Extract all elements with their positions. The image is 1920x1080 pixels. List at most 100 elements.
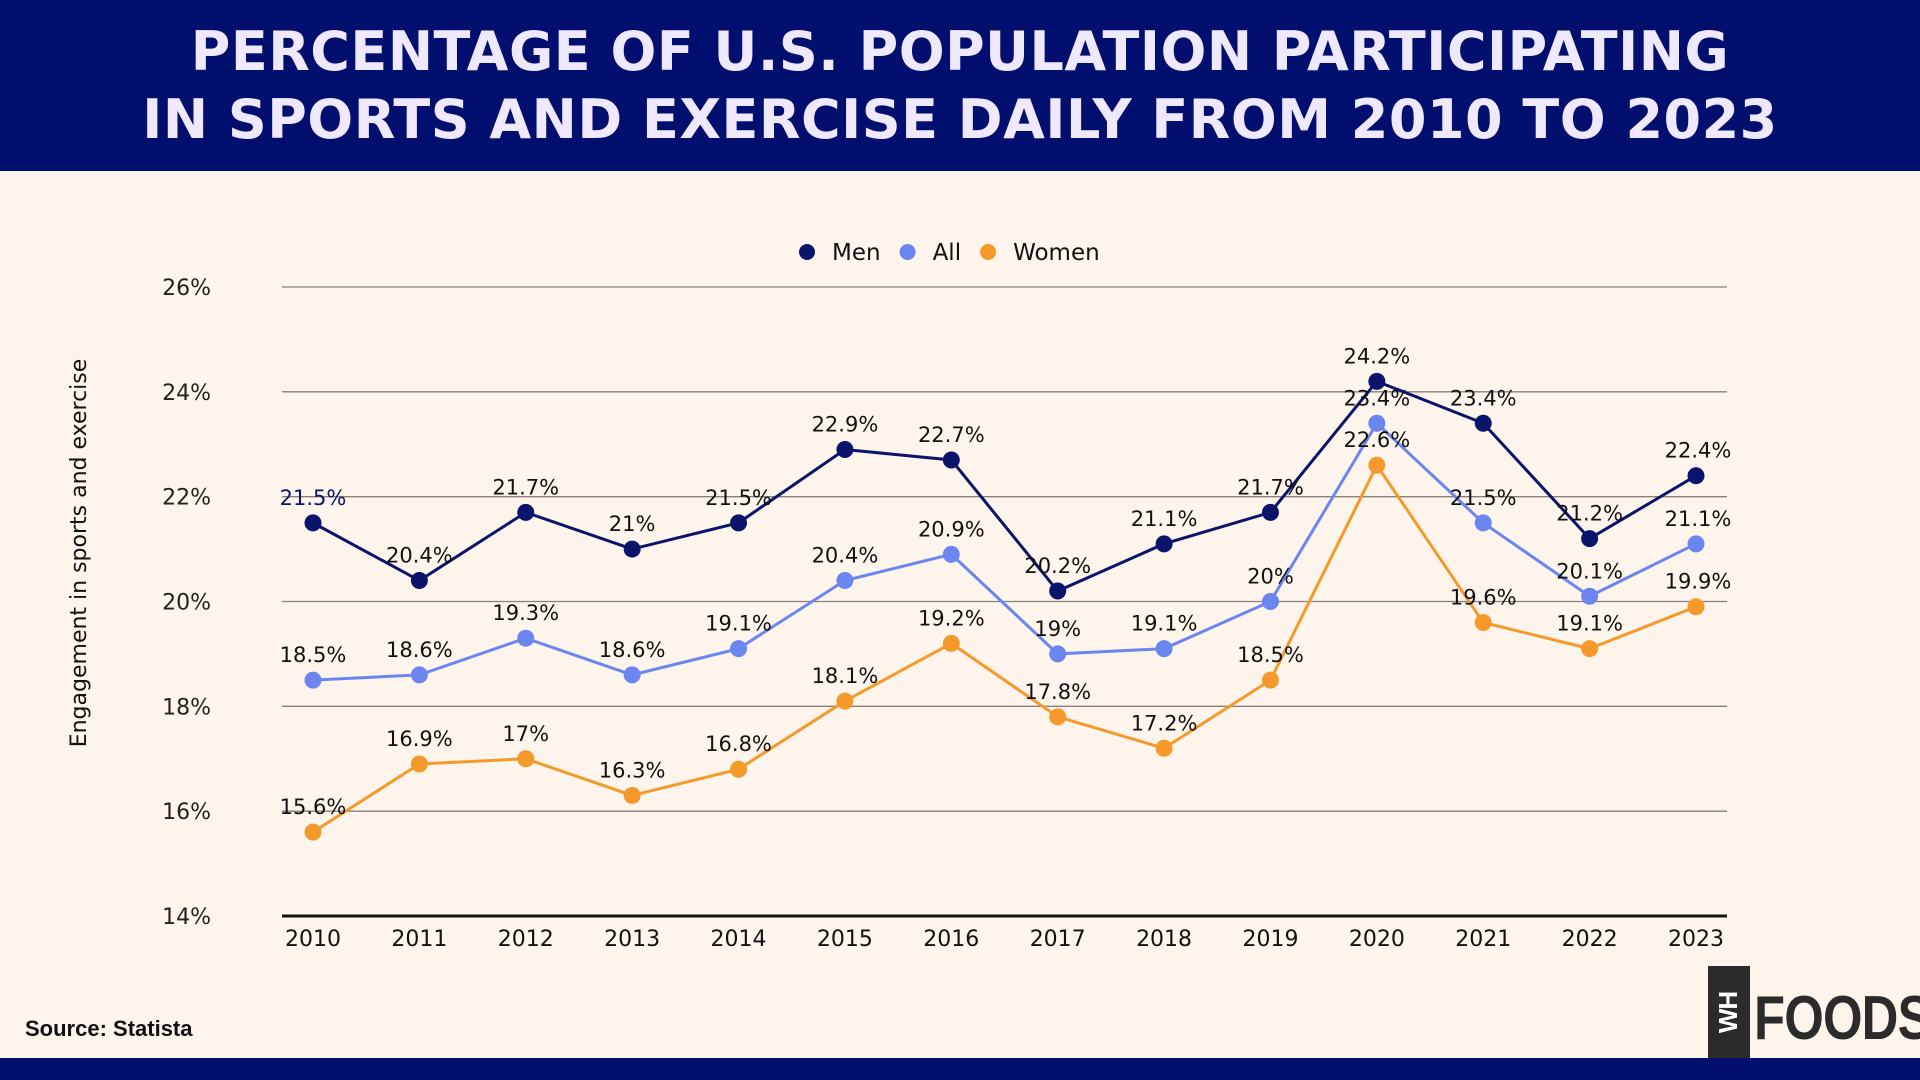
- data-point-all: [410, 666, 428, 684]
- x-tick-label: 2014: [711, 927, 767, 952]
- x-tick-label: 2011: [391, 927, 447, 952]
- data-point-men: [304, 514, 322, 532]
- logo-box: WH: [1708, 966, 1750, 1058]
- data-label-women: 16.3%: [599, 758, 666, 782]
- x-tick-label: 2019: [1242, 927, 1298, 952]
- y-axis-label: Engagement in sports and exercise: [67, 359, 92, 748]
- x-tick-label: 2016: [923, 927, 979, 952]
- data-point-all: [304, 671, 322, 689]
- data-point-women: [623, 786, 641, 804]
- data-point-men: [517, 503, 535, 521]
- data-label-all: 20.4%: [812, 544, 879, 568]
- logo-text: FOODS: [1754, 984, 1920, 1053]
- data-point-men: [942, 451, 960, 469]
- data-label-all: 19.1%: [705, 612, 772, 636]
- series-line-men: [312, 379, 1697, 593]
- data-label-women: 16.9%: [386, 727, 453, 751]
- data-point-women: [1049, 708, 1067, 726]
- data-point-all: [517, 629, 535, 647]
- data-label-men: 21.7%: [492, 475, 559, 499]
- data-point-women: [730, 760, 748, 778]
- data-label-all: 21.1%: [1665, 507, 1732, 531]
- legend-label-all: All: [933, 240, 962, 266]
- data-point-women: [836, 692, 854, 710]
- data-label-all: 20%: [1247, 565, 1294, 589]
- data-label-women: 19.9%: [1665, 570, 1732, 594]
- legend-marker-all: [899, 244, 916, 260]
- x-tick-label: 2022: [1562, 927, 1618, 952]
- data-point-women: [1368, 456, 1386, 474]
- data-point-all: [623, 666, 641, 684]
- legend-marker-men: [799, 244, 815, 260]
- data-point-men: [1687, 467, 1705, 485]
- data-point-all: [1581, 587, 1599, 605]
- y-tick-label: 18%: [162, 695, 211, 720]
- y-tick-label: 24%: [162, 381, 211, 406]
- data-point-all: [1474, 514, 1492, 532]
- data-point-men: [1261, 503, 1279, 521]
- data-label-women: 15.6%: [280, 795, 347, 819]
- data-label-men: 22.7%: [918, 423, 985, 447]
- data-point-men: [410, 572, 428, 590]
- data-point-women: [942, 634, 960, 652]
- logo: WH FOODS: [1708, 966, 1920, 1058]
- data-label-all: 19.3%: [492, 601, 559, 625]
- title-line-1: PERCENTAGE OF U.S. POPULATION PARTICIPAT…: [190, 19, 1730, 83]
- data-label-women: 22.6%: [1343, 428, 1410, 452]
- y-tick-label: 14%: [162, 905, 211, 930]
- data-point-all: [1049, 645, 1067, 663]
- data-label-men: 22.9%: [812, 412, 879, 436]
- data-label-men: 21.5%: [280, 486, 347, 510]
- data-label-men: 21.1%: [1131, 507, 1198, 531]
- y-tick-label: 26%: [162, 276, 211, 301]
- data-point-all: [1368, 414, 1386, 432]
- x-tick-label: 2013: [604, 927, 660, 952]
- data-label-all: 19%: [1034, 617, 1081, 641]
- data-point-women: [1474, 613, 1492, 631]
- data-label-men: 20.4%: [386, 544, 453, 568]
- series-line-women: [312, 462, 1697, 834]
- header: PERCENTAGE OF U.S. POPULATION PARTICIPAT…: [0, 0, 1920, 171]
- data-point-women: [304, 823, 322, 841]
- legend-label-men: Men: [832, 240, 881, 266]
- data-point-men: [1155, 535, 1173, 553]
- data-point-men: [623, 540, 641, 558]
- data-point-women: [1155, 739, 1173, 757]
- x-tick-label: 2010: [285, 927, 341, 952]
- data-point-women: [1261, 671, 1279, 689]
- data-label-men: 21.2%: [1556, 502, 1623, 526]
- data-label-all: 18.6%: [386, 638, 453, 662]
- data-label-all: 19.1%: [1131, 612, 1198, 636]
- legend-label-women: Women: [1013, 240, 1100, 266]
- data-label-women: 18.5%: [1237, 643, 1304, 667]
- data-label-men: 22.4%: [1665, 439, 1732, 463]
- data-point-all: [730, 640, 748, 658]
- x-tick-label: 2020: [1349, 927, 1405, 952]
- data-point-women: [517, 750, 535, 768]
- x-tick-label: 2017: [1030, 927, 1086, 952]
- x-tick-label: 2012: [498, 927, 554, 952]
- data-point-all: [1155, 640, 1173, 658]
- footer-bar: [0, 1058, 1920, 1080]
- data-label-all: 20.9%: [918, 517, 985, 541]
- data-label-men: 21%: [609, 512, 656, 536]
- y-tick-label: 22%: [162, 486, 211, 511]
- data-point-women: [410, 755, 428, 773]
- title-line-2: IN SPORTS AND EXERCISE DAILY FROM 2010 T…: [142, 87, 1778, 151]
- x-tick-label: 2018: [1136, 927, 1192, 952]
- data-label-men: 24.2%: [1343, 344, 1410, 368]
- data-label-women: 19.1%: [1556, 612, 1623, 636]
- logo-box-text: WH: [1713, 991, 1744, 1033]
- data-label-all: 21.5%: [1450, 486, 1517, 510]
- data-label-all: 18.5%: [280, 643, 347, 667]
- series-line-all: [312, 420, 1697, 682]
- data-label-women: 17%: [502, 722, 549, 746]
- data-point-men: [1474, 414, 1492, 432]
- data-label-women: 18.1%: [812, 664, 879, 688]
- data-point-women: [1581, 640, 1599, 658]
- x-tick-label: 2021: [1455, 927, 1511, 952]
- data-label-women: 17.2%: [1131, 711, 1198, 735]
- chart-title: PERCENTAGE OF U.S. POPULATION PARTICIPAT…: [142, 18, 1778, 154]
- y-tick-label: 20%: [162, 591, 211, 616]
- data-label-all: 23.4%: [1343, 386, 1410, 410]
